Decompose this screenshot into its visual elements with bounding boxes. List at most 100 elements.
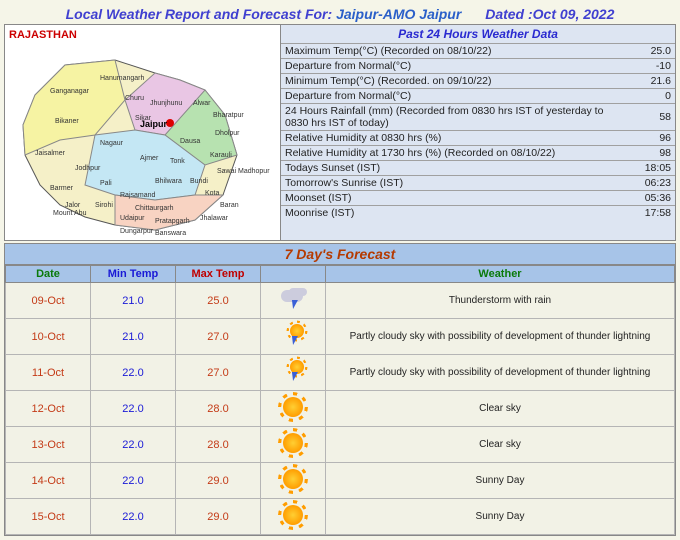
svg-text:Alwar: Alwar [193, 100, 211, 107]
forecast-table: Date Min Temp Max Temp Weather 09-Oct21.… [5, 265, 675, 535]
cell-max: 28.0 [176, 391, 261, 427]
svg-text:Nagaur: Nagaur [100, 140, 124, 147]
svg-text:Pali: Pali [100, 180, 112, 187]
svg-text:Mount Abu: Mount Abu [53, 210, 87, 217]
col-weather: Weather [326, 266, 675, 283]
sun-icon [279, 431, 307, 455]
cell-date: 12-Oct [6, 391, 91, 427]
past-value: 0 [617, 89, 675, 104]
past-row: Moonrise (IST)17:58 [281, 206, 675, 221]
cell-max: 27.0 [176, 355, 261, 391]
svg-text:Kota: Kota [205, 190, 220, 197]
forecast-row: 09-Oct21.025.0Thunderstorm with rain [6, 283, 675, 319]
state-label: RAJASTHAN [5, 25, 280, 45]
cell-icon [261, 427, 326, 463]
past-row: Relative Humidity at 0830 hrs (%)96 [281, 131, 675, 146]
cell-date: 10-Oct [6, 319, 91, 355]
cell-max: 29.0 [176, 463, 261, 499]
svg-text:Bundi: Bundi [190, 178, 208, 185]
past-value: 25.0 [617, 44, 675, 59]
cell-icon [261, 391, 326, 427]
past-value: -10 [617, 59, 675, 74]
past-value: 17:58 [617, 206, 675, 221]
cell-weather: Sunny Day [326, 463, 675, 499]
past-label: Maximum Temp(°C) (Recorded on 08/10/22) [281, 44, 617, 59]
past-label: Departure from Normal(°C) [281, 59, 617, 74]
forecast-header-row: Date Min Temp Max Temp Weather [6, 266, 675, 283]
title-prefix: Local Weather Report and Forecast For: [66, 6, 333, 22]
svg-text:Hanumangarh: Hanumangarh [100, 75, 144, 82]
col-icon [261, 266, 326, 283]
cell-date: 11-Oct [6, 355, 91, 391]
sun-icon [279, 395, 307, 419]
cell-min: 22.0 [91, 427, 176, 463]
past-label: Tomorrow's Sunrise (IST) [281, 176, 617, 191]
svg-text:Jalor: Jalor [65, 202, 81, 209]
col-min: Min Temp [91, 266, 176, 283]
past-row: Tomorrow's Sunrise (IST)06:23 [281, 176, 675, 191]
cell-min: 22.0 [91, 499, 176, 535]
past-label: Relative Humidity at 1730 hrs (%) (Recor… [281, 146, 617, 161]
cell-icon [261, 283, 326, 319]
cell-weather: Clear sky [326, 427, 675, 463]
svg-text:Dausa: Dausa [180, 138, 200, 145]
svg-text:Ajmer: Ajmer [140, 155, 159, 162]
forecast-row: 12-Oct22.028.0 Clear sky [6, 391, 675, 427]
svg-text:Rajsamand: Rajsamand [120, 192, 156, 199]
svg-text:Jodhpur: Jodhpur [75, 165, 101, 172]
cell-max: 27.0 [176, 319, 261, 355]
svg-text:Dungarpur: Dungarpur [120, 228, 154, 235]
cell-weather: Partly cloudy sky with possibility of de… [326, 319, 675, 355]
past-value: 58 [617, 104, 675, 131]
svg-text:Churu: Churu [125, 95, 144, 102]
past-24h-panel: Past 24 Hours Weather Data Maximum Temp(… [281, 25, 675, 240]
cell-min: 22.0 [91, 391, 176, 427]
forecast-row: 10-Oct21.027.0 Partly cloudy sky with pos… [6, 319, 675, 355]
svg-text:Dholpur: Dholpur [215, 130, 240, 137]
past-label: 24 Hours Rainfall (mm) (Recorded from 08… [281, 104, 617, 131]
past-row: Todays Sunset (IST)18:05 [281, 161, 675, 176]
past-row: Minimum Temp(°C) (Recorded. on 09/10/22)… [281, 74, 675, 89]
svg-text:Ganganagar: Ganganagar [50, 88, 90, 95]
report-title: Local Weather Report and Forecast For: J… [4, 4, 676, 24]
cell-icon [261, 355, 326, 391]
past-value: 18:05 [617, 161, 675, 176]
past-row: Departure from Normal(°C)0 [281, 89, 675, 104]
cell-min: 21.0 [91, 283, 176, 319]
past-row: Maximum Temp(°C) (Recorded on 08/10/22)2… [281, 44, 675, 59]
past-label: Relative Humidity at 0830 hrs (%) [281, 131, 617, 146]
svg-text:Baran: Baran [220, 202, 239, 209]
svg-text:Jhunjhunu: Jhunjhunu [150, 100, 182, 107]
cell-date: 13-Oct [6, 427, 91, 463]
svg-text:Barmer: Barmer [50, 185, 74, 192]
svg-text:Udaipur: Udaipur [120, 215, 145, 222]
cell-icon [261, 319, 326, 355]
past-label: Moonset (IST) [281, 191, 617, 206]
cell-weather: Thunderstorm with rain [326, 283, 675, 319]
thunderstorm-icon [279, 287, 307, 311]
svg-text:Jhalawar: Jhalawar [200, 215, 229, 222]
past-row: 24 Hours Rainfall (mm) (Recorded from 08… [281, 104, 675, 131]
top-row: RAJASTHAN Jaipur Ganganagar Hanumangarh … [4, 24, 676, 241]
past-label: Todays Sunset (IST) [281, 161, 617, 176]
cell-min: 21.0 [91, 319, 176, 355]
sun-icon [279, 467, 307, 491]
cell-icon [261, 463, 326, 499]
forecast-row: 11-Oct22.027.0Partly cloudy sky with pos… [6, 355, 675, 391]
past-label: Departure from Normal(°C) [281, 89, 617, 104]
map-panel: RAJASTHAN Jaipur Ganganagar Hanumangarh … [5, 25, 281, 240]
cell-weather: Clear sky [326, 391, 675, 427]
forecast-row: 15-Oct22.029.0Sunny Day [6, 499, 675, 535]
past-value: 98 [617, 146, 675, 161]
svg-text:Bharatpur: Bharatpur [213, 112, 244, 119]
svg-text:Jaisalmer: Jaisalmer [35, 150, 66, 157]
svg-text:Tonk: Tonk [170, 158, 185, 165]
cell-min: 22.0 [91, 355, 176, 391]
svg-text:Bhilwara: Bhilwara [155, 178, 182, 185]
forecast-row: 14-Oct22.029.0Sunny Day [6, 463, 675, 499]
past-label: Moonrise (IST) [281, 206, 617, 221]
past-24h-table: Maximum Temp(°C) (Recorded on 08/10/22)2… [281, 43, 675, 220]
sun-lightning-icon [279, 359, 307, 383]
svg-text:Bikaner: Bikaner [55, 118, 79, 125]
sun-icon [279, 503, 307, 527]
